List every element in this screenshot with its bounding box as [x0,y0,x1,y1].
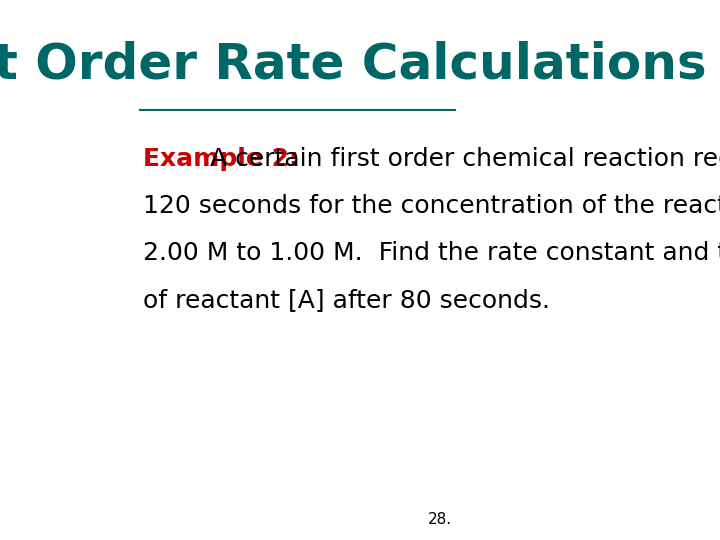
Text: 120 seconds for the concentration of the reactant to drop from: 120 seconds for the concentration of the… [143,194,720,218]
Text: First Order Rate Calculations: First Order Rate Calculations [0,40,707,88]
Text: A certain first order chemical reaction required: A certain first order chemical reaction … [194,147,720,171]
Text: Example 2:: Example 2: [143,147,299,171]
Text: of reactant [A] after 80 seconds.: of reactant [A] after 80 seconds. [143,288,550,312]
Text: 28.: 28. [428,511,452,526]
Text: 2.00 M to 1.00 M.  Find the rate constant and the concentration: 2.00 M to 1.00 M. Find the rate constant… [143,241,720,265]
